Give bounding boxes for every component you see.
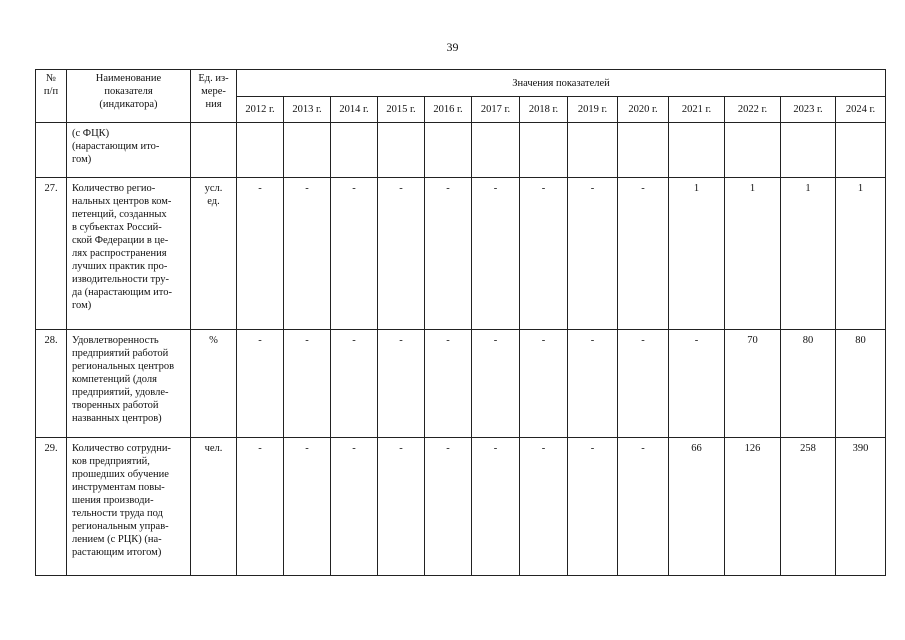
row-value: 1 [668,177,725,330]
header-year: 2012 г. [236,96,284,123]
page-number: 39 [446,40,459,54]
row-number: 28. [35,329,67,438]
row-value: - [567,437,618,576]
row-value [424,122,472,178]
row-value: 1 [780,177,836,330]
header-unit: Ед. из- мере- ния [190,69,237,123]
row-value: 258 [780,437,836,576]
row-value [724,122,781,178]
table-row: 27. Количество регио- нальных центров ком… [35,177,886,330]
row-number: 27. [35,177,67,330]
header-year: 2016 г. [424,96,472,123]
row-value: - [377,177,425,330]
header-number: № п/п [35,69,67,123]
row-value [519,122,568,178]
table-row: 29. Количество сотрудни- ков предприятий,… [35,437,886,576]
row-unit: чел. [190,437,237,576]
table-row: 28. Удовлетворенность предприятий работой… [35,329,886,438]
row-value [668,122,725,178]
row-value [567,122,618,178]
row-value: - [567,177,618,330]
header-values-group: Значения показателей [236,69,886,97]
row-value: - [283,437,331,576]
row-value: - [330,437,378,576]
header-year: 2023 г. [780,96,836,123]
row-value [835,122,886,178]
row-value: - [617,329,669,438]
header-year: 2020 г. [617,96,669,123]
row-value: - [236,329,284,438]
row-value [377,122,425,178]
row-value [780,122,836,178]
row-value: - [519,437,568,576]
row-value: 390 [835,437,886,576]
row-value: 1 [724,177,781,330]
row-value: - [283,329,331,438]
row-value [471,122,520,178]
header-year: 2022 г. [724,96,781,123]
row-value [236,122,284,178]
header-year: 2015 г. [377,96,425,123]
row-value [617,122,669,178]
row-value: - [519,329,568,438]
row-value: 80 [835,329,886,438]
header-year: 2014 г. [330,96,378,123]
header-year: 2017 г. [471,96,520,123]
row-value: - [283,177,331,330]
header-year: 2019 г. [567,96,618,123]
row-value: 80 [780,329,836,438]
header-name: Наименование показателя (индикатора) [66,69,191,123]
row-value: - [330,329,378,438]
indicators-table: № п/п Наименование показателя (индикатор… [35,69,886,576]
row-value: - [424,437,472,576]
row-value [283,122,331,178]
row-value: 70 [724,329,781,438]
row-value: - [519,177,568,330]
header-year: 2018 г. [519,96,568,123]
row-value: - [567,329,618,438]
row-name: Количество сотрудни- ков предприятий, пр… [66,437,191,576]
row-value: - [471,437,520,576]
row-value: - [236,437,284,576]
row-number [35,122,67,178]
header-year: 2013 г. [283,96,331,123]
row-value: - [424,177,472,330]
row-value: 1 [835,177,886,330]
row-value: - [377,437,425,576]
row-value: - [236,177,284,330]
row-unit: % [190,329,237,438]
row-unit: усл. ед. [190,177,237,330]
row-name: (с ФЦК) (нарастающим ито- гом) [66,122,191,178]
table-row: (с ФЦК) (нарастающим ито- гом) [35,122,886,178]
row-value: - [471,177,520,330]
row-value: 126 [724,437,781,576]
row-value: - [424,329,472,438]
header-year: 2021 г. [668,96,725,123]
row-value: - [471,329,520,438]
row-value: - [617,437,669,576]
row-value: 66 [668,437,725,576]
row-value: - [617,177,669,330]
row-unit [190,122,237,178]
row-number: 29. [35,437,67,576]
row-value: - [377,329,425,438]
row-value: - [668,329,725,438]
row-name: Удовлетворенность предприятий работой ре… [66,329,191,438]
row-name: Количество регио- нальных центров ком- п… [66,177,191,330]
row-value: - [330,177,378,330]
header-year: 2024 г. [835,96,886,123]
row-value [330,122,378,178]
